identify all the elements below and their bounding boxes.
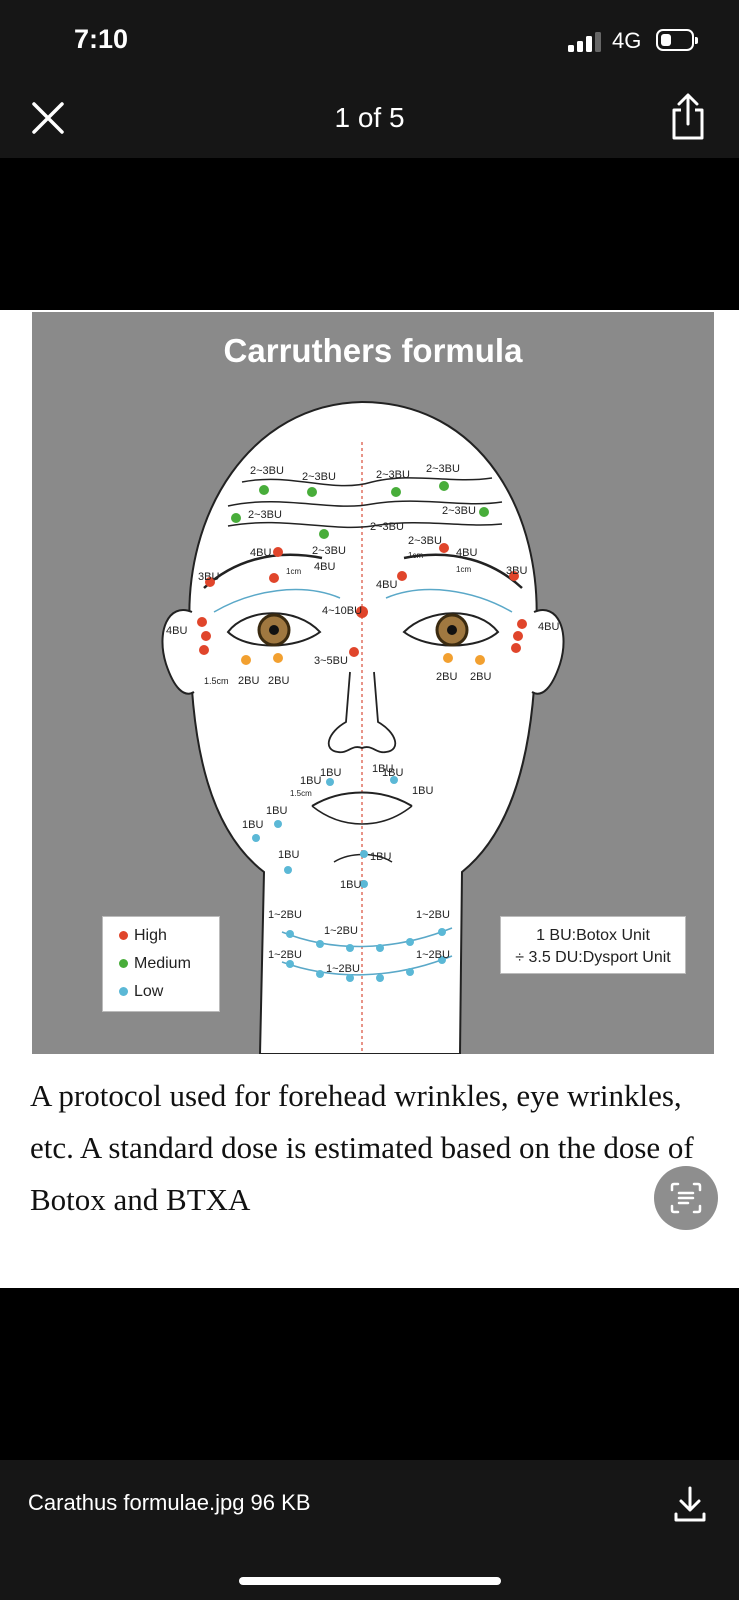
high-dot-icon <box>119 931 128 941</box>
label-k4: 1~2BU <box>268 949 302 961</box>
face-illustration: 2~3BU 2~3BU 2~3BU 2~3BU 2~3BU 2~3BU 2~3B… <box>161 400 565 1054</box>
label-g4: 1cm <box>286 567 301 576</box>
label-m8: 1BU <box>278 849 299 861</box>
label-m5: 1BU <box>412 785 433 797</box>
image-caption: A protocol used for forehead wrinkles, e… <box>30 1078 694 1217</box>
label-u2: 2BU <box>238 675 259 687</box>
label-u5: 2BU <box>470 671 491 683</box>
label-g6: 1cm <box>408 551 423 560</box>
label-n2: 3~5BU <box>314 655 348 667</box>
unit-line-1: 1 BU:Botox Unit <box>536 927 650 944</box>
label-n1: 4~10BU <box>322 605 362 617</box>
dose-legend: High Medium Low <box>102 916 220 1012</box>
unit-note: 1 BU:Botox Unit ÷ 3.5 DU:Dysport Unit <box>500 916 686 974</box>
injection-points <box>197 481 527 982</box>
label-m9: 1BU <box>370 851 391 863</box>
signal-icon <box>568 32 601 52</box>
label-fh1: 2~3BU <box>250 465 284 477</box>
image-content: Carruthers formula <box>0 310 739 1288</box>
unit-line-2: ÷ 3.5 DU:Dysport Unit <box>515 949 671 966</box>
label-m11: 1BU <box>372 763 393 775</box>
close-icon[interactable] <box>28 98 68 138</box>
diagram-title: Carruthers formula <box>223 332 523 369</box>
label-g3: 4BU <box>314 561 335 573</box>
label-fh6: 2~3BU <box>442 505 476 517</box>
label-m7: 1BU <box>242 819 263 831</box>
image-counter: 1 of 5 <box>334 102 405 133</box>
share-icon[interactable] <box>668 92 708 142</box>
label-g1: 4BU <box>250 547 271 559</box>
label-m1: 1BU <box>300 775 321 787</box>
text-scan-icon <box>670 1182 702 1214</box>
low-dot-icon <box>119 987 128 997</box>
label-k2: 1~2BU <box>324 925 358 937</box>
label-k6: 1~2BU <box>416 949 450 961</box>
viewer-footer: Carathus formulae.jpg 96 KB <box>0 1460 739 1600</box>
label-k5: 1~2BU <box>326 963 360 975</box>
legend-medium: Medium <box>119 955 191 973</box>
label-u4: 2BU <box>436 671 457 683</box>
legend-low: Low <box>119 983 163 1001</box>
label-g7: 4BU <box>456 547 477 559</box>
label-m2: 1BU <box>320 767 341 779</box>
battery-icon <box>656 29 698 51</box>
network-type: 4G <box>612 28 642 53</box>
viewer-header: 1 of 5 <box>0 80 739 158</box>
label-k3: 1~2BU <box>416 909 450 921</box>
label-e2: 4BU <box>538 621 559 633</box>
label-u3: 2BU <box>268 675 289 687</box>
label-g5: 2~3BU <box>408 535 442 547</box>
label-m3: 1.5cm <box>290 789 312 798</box>
label-t1: 3BU <box>198 571 219 583</box>
label-m6: 1BU <box>266 805 287 817</box>
text-scan-button[interactable] <box>654 1166 718 1230</box>
carruthers-diagram: Carruthers formula <box>32 312 714 1054</box>
status-time: 7:10 <box>74 24 129 54</box>
label-fh2: 2~3BU <box>302 471 336 483</box>
file-info: Carathus formulae.jpg 96 KB <box>28 1490 311 1515</box>
medium-dot-icon <box>119 959 128 969</box>
label-u1: 1.5cm <box>204 676 229 686</box>
label-g9: 1cm <box>456 565 471 574</box>
label-k1: 1~2BU <box>268 909 302 921</box>
label-fh3: 2~3BU <box>376 469 410 481</box>
label-m4: 1BU <box>382 767 403 779</box>
label-fh7: 2~3BU <box>370 521 404 533</box>
label-t2: 3BU <box>506 565 527 577</box>
image-backdrop <box>0 158 739 310</box>
label-e1: 4BU <box>166 625 187 637</box>
label-fh4: 2~3BU <box>426 463 460 475</box>
label-fh5: 2~3BU <box>248 509 282 521</box>
label-g8: 4BU <box>376 579 397 591</box>
legend-high: High <box>119 927 167 945</box>
label-g2: 2~3BU <box>312 545 346 557</box>
status-bar: 7:10 4G <box>0 0 739 80</box>
label-m10: 1BU <box>340 879 361 891</box>
home-indicator[interactable] <box>239 1577 501 1585</box>
download-icon[interactable] <box>672 1484 708 1524</box>
